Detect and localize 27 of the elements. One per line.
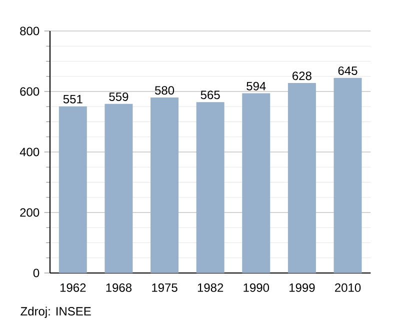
data-label: 645 [338,66,358,75]
x-tick-label: 1975 [152,283,178,292]
x-tick-label: 2010 [335,283,361,292]
data-label: 559 [109,92,128,101]
x-tick-label: 1962 [60,283,86,292]
data-label: 628 [292,72,312,80]
x-tick-label: 1990 [244,283,270,292]
bar [196,102,224,273]
bar [58,106,87,273]
bar [242,93,270,273]
y-tick-label: 200 [20,208,40,217]
x-tick-label: 1982 [198,283,224,292]
text: Zdroj: INSEE [20,306,91,318]
data-label: 551 [63,95,82,104]
y-tick-label: 400 [20,148,40,156]
y-tick-label: 0 [33,268,40,278]
bar [104,104,133,273]
bar [288,83,316,273]
data-label: 565 [200,90,220,100]
y-tick-label: 600 [20,87,40,96]
y-tick-label: 800 [20,26,40,36]
bar [334,78,362,273]
data-label: 580 [154,86,174,95]
bar [150,98,179,273]
x-tick-label: 1968 [106,283,132,292]
x-tick-label: 1999 [290,283,315,292]
data-label: 594 [246,82,266,90]
